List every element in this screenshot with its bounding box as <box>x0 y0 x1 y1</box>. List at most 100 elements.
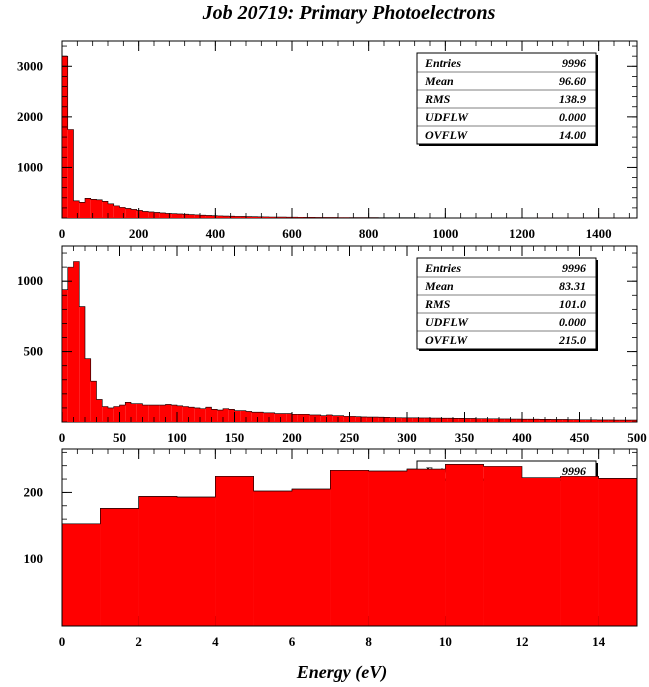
x-tick-label: 12 <box>516 634 529 649</box>
stats-box: Entries 9996 Mean 96.60 RMS 138.9 UDFLW 0.000 OV… <box>416 52 598 146</box>
histogram-bar <box>435 418 442 422</box>
x-tick-label: 450 <box>570 430 590 445</box>
histogram-bar <box>424 417 430 422</box>
x-tick-label: 800 <box>359 226 379 241</box>
y-tick-label: 200 <box>24 484 44 499</box>
histogram-bar <box>315 414 321 422</box>
x-tick-label: 10 <box>439 634 452 649</box>
histogram-bar <box>527 419 534 422</box>
histogram-bar <box>280 413 287 422</box>
histogram-bar <box>320 217 327 218</box>
histogram-bar <box>608 419 614 422</box>
histogram-bar <box>441 418 448 422</box>
histogram-bar <box>73 200 80 218</box>
histogram-bar <box>200 408 206 422</box>
histogram-bar <box>476 418 482 422</box>
histogram-bar <box>280 217 287 218</box>
histogram-bar <box>251 216 258 218</box>
histogram-bar-overlay <box>177 497 216 626</box>
histogram-bar <box>550 419 557 422</box>
histogram-bar <box>96 399 103 422</box>
histogram-bar-overlay <box>292 489 331 626</box>
histogram-bar <box>389 417 396 422</box>
histogram-panel-3: 02468101214100200Entries9996 <box>24 448 638 649</box>
histogram-bar <box>182 406 189 422</box>
histogram-bar <box>591 419 597 422</box>
histogram-bar <box>119 405 126 422</box>
histogram-bar <box>487 418 494 422</box>
histogram-bar <box>102 201 108 218</box>
histogram-bar <box>194 214 200 218</box>
histogram-bar <box>418 417 425 422</box>
histogram-bar <box>113 406 120 422</box>
stat-label: UDFLW <box>425 315 469 329</box>
histogram-bar-overlay <box>62 523 101 626</box>
histogram-bar <box>303 217 310 218</box>
histogram-bar <box>228 216 235 218</box>
histogram-bar <box>108 407 114 422</box>
histogram-bar <box>355 416 361 422</box>
histogram-bar <box>614 420 620 422</box>
x-tick-label: 0 <box>59 634 66 649</box>
histogram-bar-overlay <box>483 466 522 626</box>
histogram-bar <box>297 414 304 422</box>
histogram-bar <box>562 419 568 422</box>
stat-value: 0.000 <box>559 315 586 329</box>
histogram-bar <box>148 211 154 218</box>
histogram-bar <box>142 211 149 218</box>
histogram-bar <box>223 408 229 422</box>
histogram-bar <box>372 417 379 422</box>
histogram-bar <box>493 418 499 422</box>
histogram-bar <box>309 217 315 218</box>
histogram-bar <box>573 419 580 422</box>
histogram-bar-overlay <box>368 471 407 626</box>
histogram-bar <box>62 289 68 422</box>
histogram-bar <box>136 210 143 218</box>
stat-label: OVFLW <box>425 333 469 347</box>
stats-box: Entries 9996 Mean 83.31 RMS 101.0 UDFLW 0.000 OV… <box>416 257 598 351</box>
x-tick-label: 200 <box>282 430 302 445</box>
y-tick-label: 1000 <box>17 159 43 174</box>
histogram-bar <box>211 215 218 218</box>
histogram-bar <box>90 199 97 218</box>
stat-value: 9996 <box>562 56 586 70</box>
histogram-bar <box>131 209 137 218</box>
histogram-outline-overlay <box>61 464 638 626</box>
x-tick-label: 250 <box>340 430 360 445</box>
x-tick-label: 0 <box>59 226 66 241</box>
histogram-bar <box>67 129 74 218</box>
x-tick-label: 400 <box>206 226 226 241</box>
histogram-bar <box>631 420 637 422</box>
stats-box-frame <box>416 52 597 145</box>
histogram-bar <box>223 216 229 218</box>
histogram-bar <box>464 418 471 422</box>
x-tick-label: 1000 <box>432 226 458 241</box>
x-tick-label: 350 <box>455 430 475 445</box>
stat-value: 96.60 <box>559 74 586 88</box>
histogram-bar <box>326 414 333 422</box>
stat-label: UDFLW <box>425 110 469 124</box>
histogram-bar <box>556 419 563 422</box>
histogram-bar <box>274 413 281 422</box>
histogram-panel-1: 0 200 400 600 800 1000 1200 1400 1000 2000 3000 Ent… <box>17 40 638 241</box>
histogram-bar-overlay <box>445 464 484 626</box>
histogram-bar <box>625 420 632 422</box>
stat-label: Mean <box>424 279 454 293</box>
chart-title: Job 20719: Primary Photoelectrons <box>202 2 496 24</box>
y-tick-label: 1000 <box>17 273 43 288</box>
histogram-bar <box>343 416 350 422</box>
histogram-bar <box>171 213 177 218</box>
x-axis-label: Energy (eV) <box>296 662 387 683</box>
histogram-bar <box>366 417 373 422</box>
histogram-bar <box>108 203 114 218</box>
stat-label: Entries <box>424 261 461 275</box>
histogram-bar-overlay <box>560 476 599 626</box>
x-tick-label: 100 <box>167 430 187 445</box>
histogram-bar <box>125 402 131 422</box>
histogram-bar <box>378 417 384 422</box>
histogram-bar <box>269 216 275 218</box>
histogram-bar <box>159 405 166 422</box>
stat-value: 215.0 <box>558 333 586 347</box>
histogram-bar <box>67 267 74 422</box>
